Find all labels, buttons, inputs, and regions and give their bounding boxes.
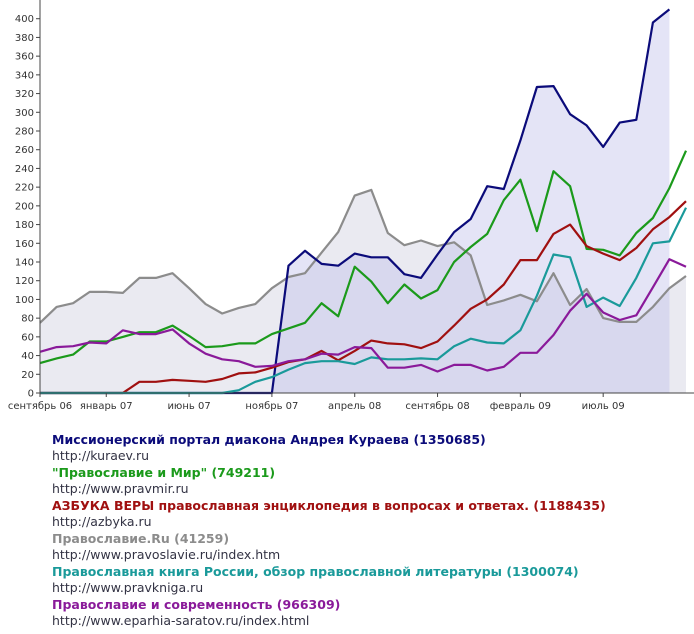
legend-link[interactable]: http://www.pravmir.ru [52, 481, 189, 496]
y-tick-label: 20 [21, 370, 34, 381]
legend-link[interactable]: http://www.eparhia-saratov.ru/index.html [52, 613, 310, 628]
y-tick-label: 260 [15, 145, 34, 156]
series-line-3 [40, 200, 687, 395]
legend-title: АЗБУКА ВЕРЫ православная энциклопедия в … [52, 498, 606, 513]
y-tick-label: 360 [15, 52, 34, 63]
y-tick-label: 100 [15, 295, 34, 306]
x-tick-label: сентябрь 06 [8, 401, 72, 412]
legend-entry-pravmir: "Православие и Мир" (749211) http://www.… [52, 465, 692, 497]
y-tick-label: 300 [15, 108, 34, 119]
x-tick-label: сентябрь 08 [405, 401, 469, 412]
y-tick-label: 340 [15, 70, 34, 81]
y-tick-label: 80 [21, 314, 34, 325]
axes [39, 0, 694, 394]
y-tick-label: 180 [15, 220, 34, 231]
series-line-5 [39, 258, 687, 373]
x-tick-label: ноябрь 07 [245, 401, 298, 412]
legend-title: Православие и современность (966309) [52, 597, 341, 612]
y-tick-label: 280 [15, 127, 34, 138]
x-tick-label: февраль 09 [490, 401, 551, 412]
y-tick-label: 320 [15, 89, 34, 100]
x-tick-label: июнь 07 [167, 401, 210, 412]
legend-title: "Православие и Мир" (749211) [52, 465, 276, 480]
legend-link[interactable]: http://kuraev.ru [52, 448, 150, 463]
y-tick-label: 240 [15, 164, 34, 175]
y-tick-label: 160 [15, 239, 34, 250]
legend-entry-azbyka: АЗБУКА ВЕРЫ православная энциклопедия в … [52, 498, 692, 530]
y-tick-label: 140 [15, 258, 34, 269]
legend: Миссионерский портал диакона Андрея Кура… [52, 432, 692, 630]
y-tick-label: 200 [15, 201, 34, 212]
series-line-0 [39, 188, 687, 324]
legend-link[interactable]: http://www.pravkniga.ru [52, 580, 204, 595]
line-chart: 0 20 40 60 80 100 120 140 160 180 200 220 240 260 280 3… [8, 0, 694, 412]
legend-title: Миссионерский портал диакона Андрея Кура… [52, 432, 486, 447]
y-tick-label: 380 [15, 33, 34, 44]
legend-title: Православие.Ru (41259) [52, 531, 230, 546]
y-tick-label: 400 [15, 14, 34, 25]
y-axis-ticks: 0 20 40 60 80 100 120 140 160 180 200 220 240 260 280 3… [15, 14, 40, 400]
legend-entry-saratov: Православие и современность (966309) htt… [52, 597, 692, 629]
series-fill-0 [40, 189, 686, 393]
y-tick-label: 40 [21, 351, 34, 362]
y-tick-label: 60 [21, 332, 34, 343]
legend-entry-kuraev: Миссионерский портал диакона Андрея Кура… [52, 432, 692, 464]
x-tick-label: апрель 08 [328, 401, 381, 412]
legend-entry-pravoslavie: Православие.Ru (41259) http://www.pravos… [52, 531, 692, 563]
y-tick-label: 120 [15, 276, 34, 287]
y-tick-label: 0 [28, 389, 34, 400]
legend-entry-pravkniga: Православная книга России, обзор правосл… [52, 564, 692, 596]
x-axis-ticks: сентябрь 06 январь 07 июнь 07 ноябрь 07 апре… [8, 393, 625, 412]
legend-link[interactable]: http://azbyka.ru [52, 514, 152, 529]
x-tick-label: июль 09 [582, 401, 625, 412]
series-line-2 [39, 150, 688, 365]
x-tick-label: январь 07 [80, 401, 133, 412]
legend-link[interactable]: http://www.pravoslavie.ru/index.htm [52, 547, 281, 562]
y-tick-label: 220 [15, 183, 34, 194]
legend-title: Православная книга России, обзор правосл… [52, 564, 579, 579]
